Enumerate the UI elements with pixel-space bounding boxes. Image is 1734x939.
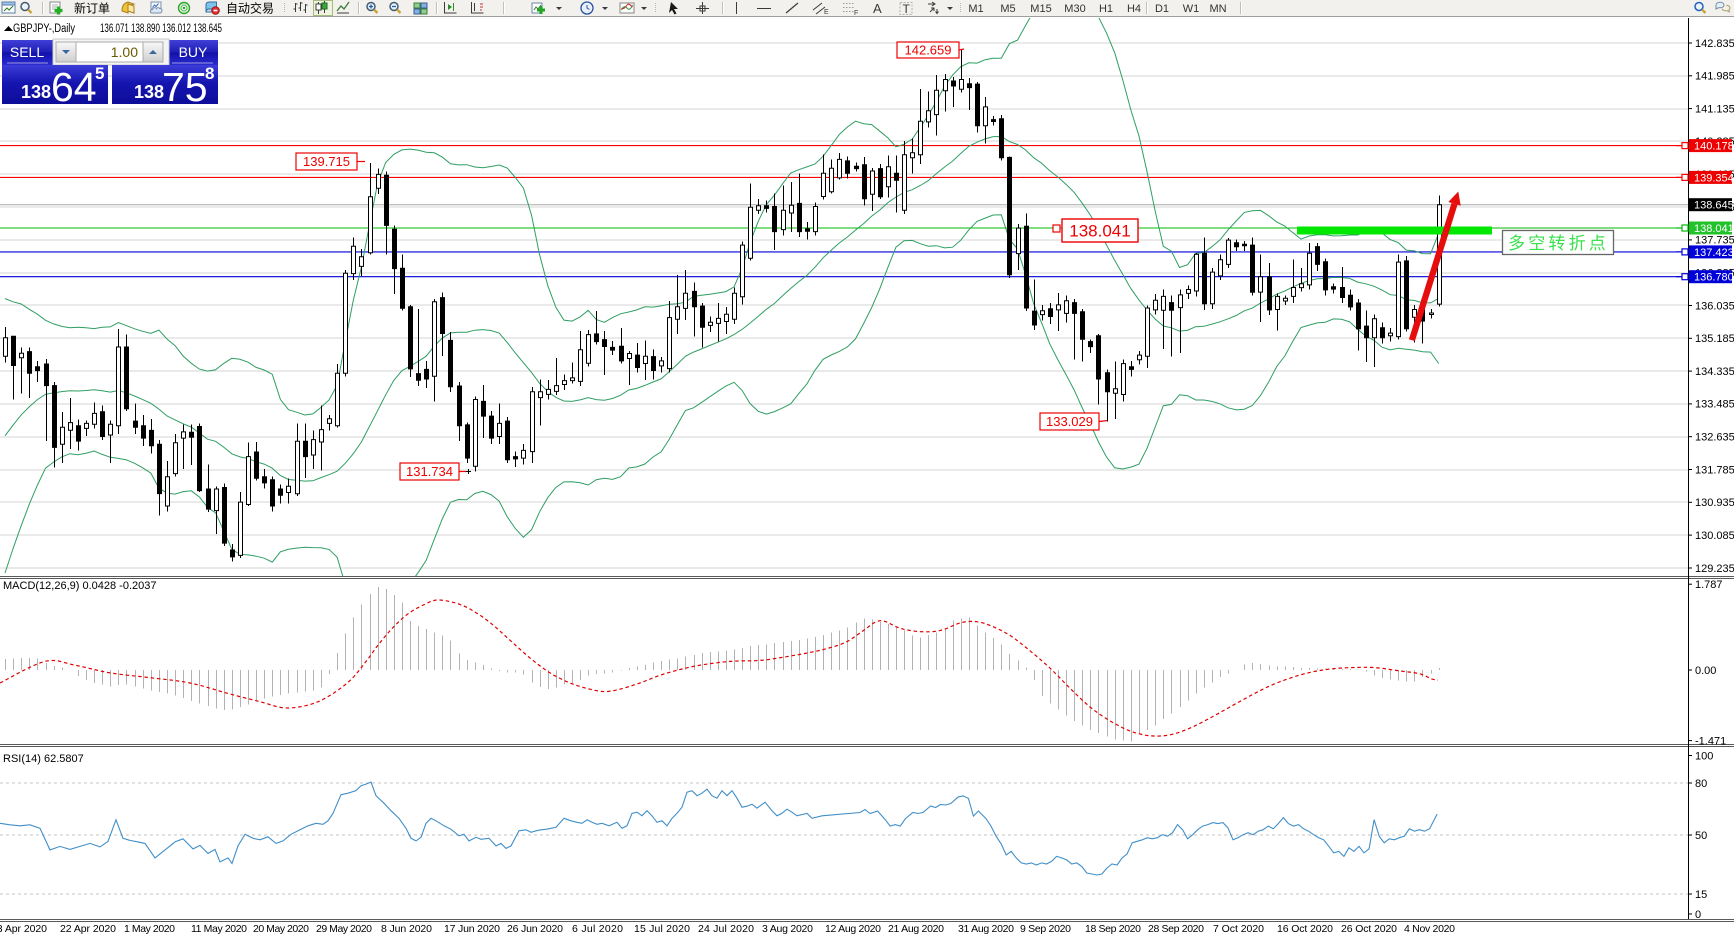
- svg-text:17 Jun 2020: 17 Jun 2020: [444, 923, 500, 935]
- svg-text:SELL: SELL: [10, 44, 44, 60]
- svg-text:MN: MN: [1209, 3, 1226, 15]
- svg-text:6 Jul 2020: 6 Jul 2020: [572, 923, 623, 935]
- svg-text:M15: M15: [1030, 3, 1051, 15]
- svg-text:134.335: 134.335: [1695, 366, 1734, 378]
- svg-text:22 Apr 2020: 22 Apr 2020: [60, 923, 116, 935]
- svg-text:141.135: 141.135: [1695, 103, 1734, 115]
- svg-text:M5: M5: [1000, 3, 1015, 15]
- svg-text:18 Sep 2020: 18 Sep 2020: [1085, 923, 1141, 935]
- svg-text:135.185: 135.185: [1695, 333, 1734, 345]
- svg-text:自动交易: 自动交易: [226, 1, 274, 16]
- svg-text:9 Sep 2020: 9 Sep 2020: [1020, 923, 1071, 935]
- svg-text:16 Oct 2020: 16 Oct 2020: [1277, 923, 1333, 935]
- svg-text:H1: H1: [1099, 3, 1113, 15]
- svg-text:F: F: [854, 10, 858, 17]
- svg-text:W1: W1: [1183, 3, 1200, 15]
- svg-text:50: 50: [1695, 830, 1707, 842]
- svg-text:137.423: 137.423: [1694, 247, 1734, 259]
- svg-text:64: 64: [51, 64, 97, 110]
- svg-text:28 Sep 2020: 28 Sep 2020: [1148, 923, 1204, 935]
- svg-text:75: 75: [162, 64, 208, 110]
- svg-text:133.029: 133.029: [1046, 414, 1093, 429]
- svg-text:MACD(12,26,9) 0.0428 -0.2037: MACD(12,26,9) 0.0428 -0.2037: [3, 580, 156, 592]
- svg-text:140.178: 140.178: [1694, 141, 1734, 153]
- svg-text:7 Oct 2020: 7 Oct 2020: [1213, 923, 1264, 935]
- svg-text:5: 5: [95, 64, 104, 83]
- svg-text:132.635: 132.635: [1695, 432, 1734, 444]
- svg-text:26 Oct 2020: 26 Oct 2020: [1341, 923, 1397, 935]
- svg-text:11 May 2020: 11 May 2020: [191, 923, 247, 935]
- svg-text:137.735: 137.735: [1695, 235, 1734, 247]
- svg-text:26 Jun 2020: 26 Jun 2020: [507, 923, 563, 935]
- svg-text:138: 138: [21, 82, 51, 102]
- svg-text:E: E: [824, 9, 829, 16]
- svg-text:142.659: 142.659: [905, 43, 952, 58]
- svg-text:21 Aug 2020: 21 Aug 2020: [888, 923, 944, 935]
- svg-text:100: 100: [1695, 750, 1713, 762]
- svg-text:131.734: 131.734: [406, 464, 453, 479]
- svg-text:RSI(14) 62.5807: RSI(14) 62.5807: [3, 753, 84, 765]
- svg-text:M30: M30: [1064, 3, 1085, 15]
- svg-text:1.00: 1.00: [111, 44, 138, 60]
- svg-text:142.835: 142.835: [1695, 38, 1734, 50]
- svg-text:136.780: 136.780: [1694, 272, 1734, 284]
- svg-text:3 Aug 2020: 3 Aug 2020: [762, 923, 813, 935]
- svg-text:0: 0: [1695, 909, 1701, 921]
- svg-text:20 May 2020: 20 May 2020: [253, 923, 309, 935]
- svg-text:29 May 2020: 29 May 2020: [316, 923, 372, 935]
- svg-text:129.235: 129.235: [1695, 563, 1734, 575]
- svg-text:80: 80: [1695, 778, 1707, 790]
- svg-text:新订单: 新订单: [74, 1, 110, 16]
- svg-text:GBPJPY-,Daily: GBPJPY-,Daily: [13, 23, 75, 35]
- svg-text:多空转折点: 多空转折点: [1508, 234, 1609, 253]
- svg-text:138.645: 138.645: [1694, 200, 1734, 212]
- svg-text:138.041: 138.041: [1694, 223, 1734, 235]
- svg-text:15 Jul 2020: 15 Jul 2020: [634, 923, 690, 935]
- svg-text:15: 15: [1695, 889, 1707, 901]
- svg-text:T: T: [903, 2, 911, 16]
- svg-text:141.985: 141.985: [1695, 71, 1734, 83]
- svg-text:130.085: 130.085: [1695, 530, 1734, 542]
- svg-text:24 Jul 2020: 24 Jul 2020: [698, 923, 754, 935]
- svg-text:0.00: 0.00: [1695, 665, 1716, 677]
- svg-text:139.715: 139.715: [303, 154, 350, 169]
- svg-text:138: 138: [134, 82, 164, 102]
- svg-text:4 Nov 2020: 4 Nov 2020: [1404, 923, 1455, 935]
- svg-text:136.071 138.890 136.012 138.64: 136.071 138.890 136.012 138.645: [100, 23, 222, 35]
- svg-text:130.935: 130.935: [1695, 497, 1734, 509]
- svg-text:1.787: 1.787: [1695, 579, 1723, 591]
- svg-text:-1.471: -1.471: [1695, 735, 1726, 747]
- svg-text:A: A: [873, 1, 882, 16]
- svg-text:138.041: 138.041: [1069, 222, 1130, 241]
- svg-text:139.354: 139.354: [1694, 172, 1734, 184]
- svg-text:136.035: 136.035: [1695, 300, 1734, 312]
- svg-text:8 Jun 2020: 8 Jun 2020: [381, 923, 432, 935]
- svg-text:M1: M1: [968, 3, 983, 15]
- svg-text:133.485: 133.485: [1695, 399, 1734, 411]
- svg-text:12 Aug 2020: 12 Aug 2020: [825, 923, 881, 935]
- svg-text:131.785: 131.785: [1695, 464, 1734, 476]
- svg-text:13 Apr 2020: 13 Apr 2020: [0, 923, 47, 935]
- svg-text:1 May 2020: 1 May 2020: [124, 923, 175, 935]
- svg-text:BUY: BUY: [179, 44, 208, 60]
- svg-text:H4: H4: [1127, 3, 1141, 15]
- svg-text:8: 8: [205, 64, 214, 83]
- svg-text:D1: D1: [1155, 3, 1169, 15]
- svg-text:31 Aug 2020: 31 Aug 2020: [958, 923, 1014, 935]
